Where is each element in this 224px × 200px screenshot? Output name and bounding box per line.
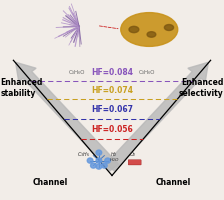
Text: HF=0.056: HF=0.056: [91, 125, 133, 134]
Ellipse shape: [147, 32, 156, 37]
Circle shape: [96, 158, 102, 163]
Text: Enhanced
selectivity: Enhanced selectivity: [179, 78, 224, 98]
Circle shape: [87, 158, 93, 163]
Circle shape: [96, 164, 102, 169]
Text: C₃H₆O: C₃H₆O: [69, 70, 85, 75]
FancyBboxPatch shape: [128, 160, 141, 165]
Text: Channel: Channel: [156, 178, 191, 187]
Text: Channel: Channel: [33, 178, 68, 187]
Text: HF=0.084: HF=0.084: [91, 68, 133, 77]
Circle shape: [96, 150, 102, 155]
Circle shape: [105, 158, 110, 163]
Circle shape: [90, 163, 96, 168]
Text: $H_2O$: $H_2O$: [109, 157, 119, 164]
Text: $H_2$: $H_2$: [110, 150, 118, 159]
Circle shape: [101, 163, 107, 168]
Ellipse shape: [121, 13, 178, 46]
Text: HF=0.067: HF=0.067: [91, 105, 133, 114]
Polygon shape: [16, 62, 118, 171]
Ellipse shape: [129, 26, 139, 33]
Text: $O_2$: $O_2$: [129, 150, 137, 159]
Text: C₃H₆O: C₃H₆O: [139, 70, 155, 75]
Text: $C_3H_6$: $C_3H_6$: [77, 150, 90, 159]
Text: HF=0.074: HF=0.074: [91, 86, 133, 95]
Ellipse shape: [164, 25, 174, 30]
Text: Enhanced
stability: Enhanced stability: [0, 78, 43, 98]
Polygon shape: [106, 62, 208, 171]
